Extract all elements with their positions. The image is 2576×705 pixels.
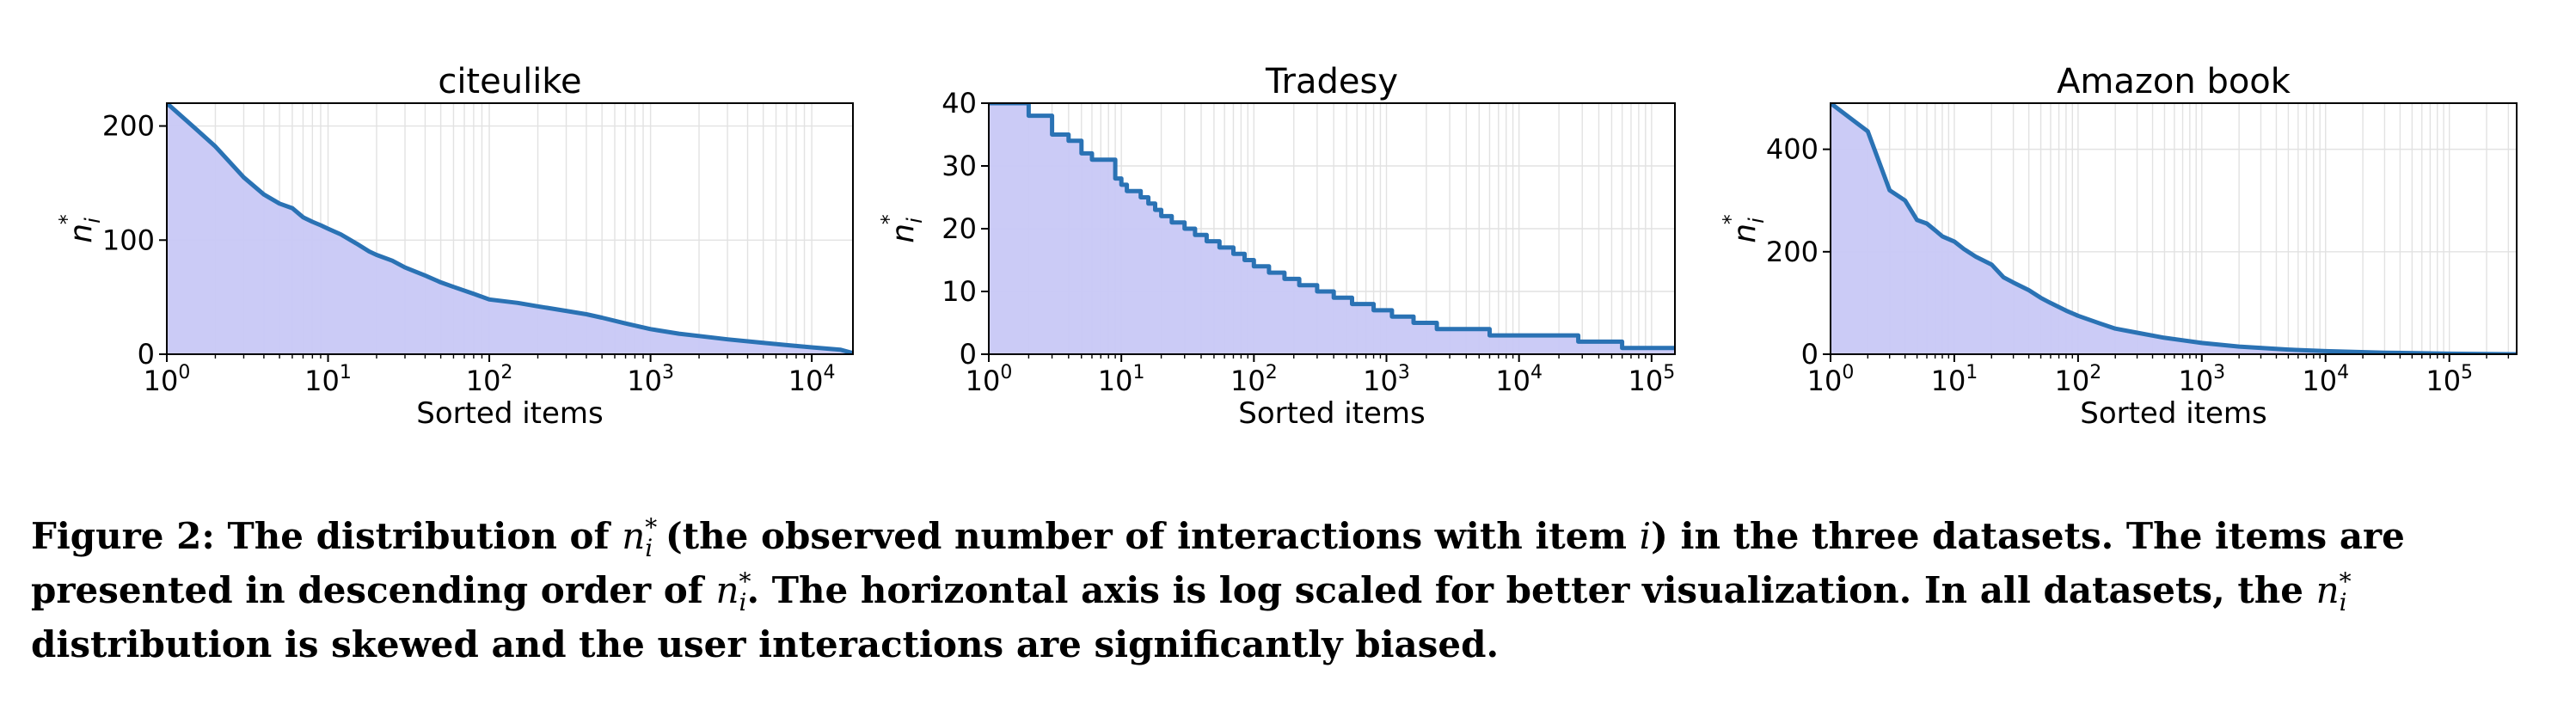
plot-frame	[166, 102, 854, 355]
caption-part1: (the observed number of interactions wit…	[653, 515, 1640, 557]
x-axis-label: Sorted items	[416, 396, 604, 431]
chart-1: 100 101 102 103 104 105 0 10 20 30 40 Tradesy Sorted…	[877, 62, 1676, 431]
caption-prefix: Figure 2: The distribution of	[31, 515, 623, 557]
x-tick-label: 105	[2426, 362, 2473, 397]
x-tick-label: 103	[627, 362, 674, 397]
y-tick-label: 40	[941, 87, 977, 120]
series-area	[989, 103, 1675, 354]
x-tick-label: 104	[1495, 362, 1543, 397]
y-tick-label: 400	[1766, 133, 1819, 166]
x-tick-label: 104	[2302, 362, 2349, 397]
y-axis-label: ni*	[877, 214, 927, 243]
chart-title: Tradesy	[1265, 62, 1398, 101]
series-area	[167, 103, 853, 354]
chart-title: Amazon book	[2057, 62, 2291, 101]
y-tick-label: 0	[1801, 338, 1819, 371]
chart-2: 100 101 102 103 104 105 0 200 400 Amazon book Sort…	[1719, 62, 2518, 431]
y-tick-label: 20	[941, 212, 977, 245]
y-axis-label: ni*	[55, 214, 105, 243]
x-tick-label: 103	[1363, 362, 1410, 397]
x-axis-label: Sorted items	[1238, 396, 1426, 431]
y-tick-label: 30	[941, 150, 977, 182]
y-tick-label: 100	[102, 224, 155, 256]
x-tick-label: 105	[1628, 362, 1675, 397]
series-area	[1831, 103, 2517, 354]
x-tick-label: 103	[2178, 362, 2225, 397]
x-tick-label: 102	[1230, 362, 1278, 397]
x-tick-label: 104	[788, 362, 836, 397]
chart-title: citeulike	[438, 62, 581, 101]
caption-part4: distribution is skewed and the user inte…	[31, 623, 1500, 665]
x-tick-label: 100	[966, 362, 1013, 397]
x-tick-label: 101	[1931, 362, 1978, 397]
caption-symbol-2: n*i	[715, 567, 751, 617]
x-tick-label: 102	[2055, 362, 2102, 397]
y-tick-label: 0	[960, 338, 977, 371]
series-line	[989, 103, 1675, 351]
series-line	[1831, 103, 2517, 354]
caption-part2: ) in the three datasets. The items are p…	[31, 515, 2405, 611]
series-line	[167, 103, 853, 354]
x-tick-label: 102	[466, 362, 513, 397]
caption-item-var: i	[1639, 515, 1652, 557]
y-tick-label: 200	[102, 110, 155, 143]
plot-frame	[1830, 102, 2518, 355]
caption-symbol-3: n*i	[2315, 567, 2352, 617]
y-tick-label: 10	[941, 275, 977, 308]
figure: 100 101 102 103 104 0 100 200 citeulike Sorted it…	[55, 62, 2518, 431]
x-axis-label: Sorted items	[2080, 396, 2267, 431]
x-tick-label: 100	[144, 362, 191, 397]
x-tick-label: 101	[1098, 362, 1145, 397]
y-tick-label: 0	[138, 338, 155, 371]
y-axis-label: ni*	[1719, 214, 1769, 243]
caption-part3: . The horizontal axis is log scaled for …	[746, 569, 2316, 611]
x-tick-label: 100	[1807, 362, 1855, 397]
caption-symbol-1: n*i	[622, 513, 658, 563]
figure-caption: Figure 2: The distribution of n*i (the o…	[31, 509, 2550, 671]
x-tick-label: 101	[304, 362, 352, 397]
y-tick-label: 200	[1766, 236, 1819, 268]
